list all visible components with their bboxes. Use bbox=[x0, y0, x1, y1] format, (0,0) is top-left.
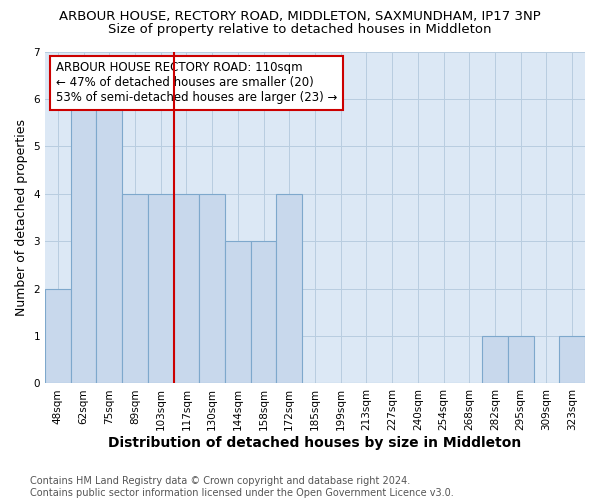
Bar bbox=[199, 194, 225, 384]
X-axis label: Distribution of detached houses by size in Middleton: Distribution of detached houses by size … bbox=[109, 436, 521, 450]
Bar bbox=[148, 194, 173, 384]
Bar bbox=[482, 336, 508, 384]
Bar bbox=[225, 241, 251, 384]
Bar bbox=[71, 99, 97, 384]
Bar bbox=[508, 336, 533, 384]
Bar bbox=[173, 194, 199, 384]
Bar bbox=[251, 241, 277, 384]
Bar bbox=[559, 336, 585, 384]
Bar bbox=[122, 194, 148, 384]
Text: ARBOUR HOUSE, RECTORY ROAD, MIDDLETON, SAXMUNDHAM, IP17 3NP: ARBOUR HOUSE, RECTORY ROAD, MIDDLETON, S… bbox=[59, 10, 541, 23]
Text: Contains HM Land Registry data © Crown copyright and database right 2024.
Contai: Contains HM Land Registry data © Crown c… bbox=[30, 476, 454, 498]
Y-axis label: Number of detached properties: Number of detached properties bbox=[15, 119, 28, 316]
Bar bbox=[97, 99, 122, 384]
Bar bbox=[277, 194, 302, 384]
Text: ARBOUR HOUSE RECTORY ROAD: 110sqm
← 47% of detached houses are smaller (20)
53% : ARBOUR HOUSE RECTORY ROAD: 110sqm ← 47% … bbox=[56, 62, 337, 104]
Bar bbox=[45, 288, 71, 384]
Text: Size of property relative to detached houses in Middleton: Size of property relative to detached ho… bbox=[108, 22, 492, 36]
